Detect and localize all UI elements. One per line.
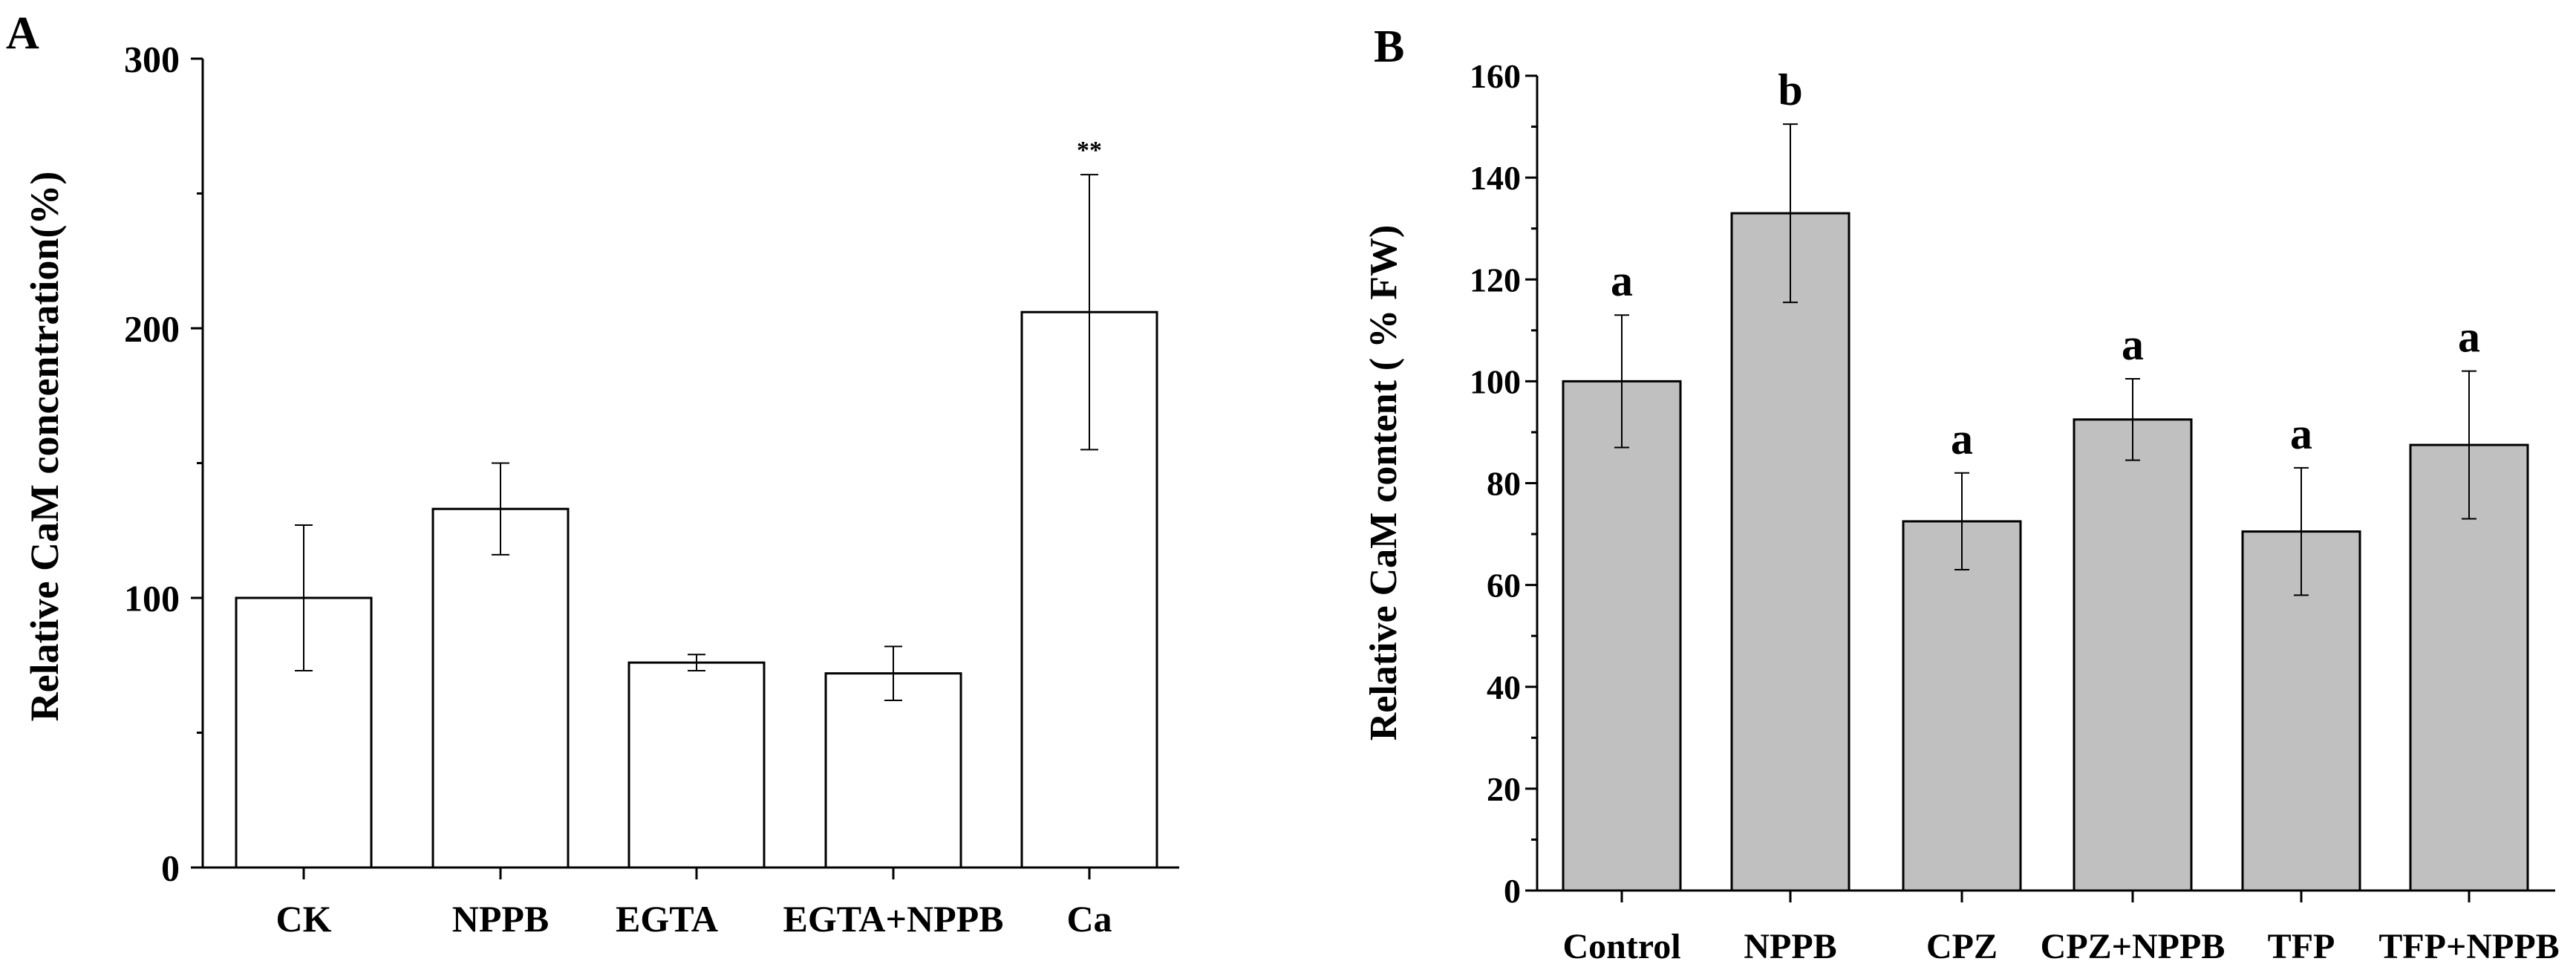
panel-a-y-tick-label-0: 0 — [161, 847, 180, 889]
panel-b-y-tick-label-100: 100 — [1470, 362, 1521, 400]
panel-a-x-tick-label-egta-nppb: EGTA+NPPB — [783, 898, 1003, 940]
panel-a-y-tick-label-200: 200 — [124, 308, 180, 350]
panel-b-annotation-tfp-nppb: a — [2458, 313, 2480, 362]
panel-b-bar-cpz — [1902, 520, 2022, 892]
panel-b-y-tick-label-80: 80 — [1487, 465, 1521, 503]
panel-b-label: B — [1374, 22, 1404, 72]
panel-a-bar-egta — [627, 661, 766, 869]
panel-b-axes — [1536, 76, 2555, 892]
panel-b-x-tick-label-nppb: NPPB — [1744, 927, 1836, 966]
panel-b-x-tick-label-control: Control — [1562, 927, 1680, 966]
panel-b-annotation-cpz-nppb: a — [2122, 320, 2144, 369]
panel-b-y-tick-label-120: 120 — [1470, 261, 1521, 299]
panel-a-error-bar-egta — [688, 654, 705, 672]
panel-b-y-tick-label-20: 20 — [1487, 770, 1521, 808]
panel-a-y-tick-label-300: 300 — [124, 39, 180, 80]
panel-a-y-axis-label: Relative CaM concentration(%) — [22, 172, 67, 722]
panel-a-error-bar-egta-nppb — [884, 645, 902, 701]
panel-a-y-tick-label-100: 100 — [124, 578, 180, 619]
panel-a-y-ticks: 0 100 200 300 — [124, 39, 203, 889]
panel-b-annotation-nppb: b — [1778, 65, 1802, 114]
panel-b-annotation-tfp: a — [2290, 409, 2312, 458]
panel-b-y-tick-label-40: 40 — [1487, 668, 1521, 706]
panel-b-x-tick-label-cpz: CPZ — [1926, 927, 1998, 966]
panel-b-error-bars — [1614, 123, 2476, 596]
panel-b-error-bar-nppb — [1783, 123, 1798, 304]
panel-a-x-tick-label-ca: Ca — [1066, 898, 1112, 940]
panel-b-error-bar-tfp — [2294, 466, 2309, 596]
panel-b-y-tick-label-0: 0 — [1504, 872, 1521, 910]
panel-b-x-tick-label-tfp: TFP — [2268, 927, 2335, 966]
panel-b-x-ticks: Control NPPB CPZ CPZ+NPPB TFP TFP+NPPB — [1562, 891, 2560, 966]
panel-b-error-bar-tfp-nppb — [2462, 370, 2476, 520]
panel-b-bar-nppb — [1730, 212, 1851, 892]
panel-a-error-bars — [295, 174, 1098, 701]
panel-a-error-bar-nppb — [492, 462, 509, 556]
panel-b-y-tick-label-140: 140 — [1470, 159, 1521, 197]
panel-b-annotations: a b a a a a — [1611, 65, 2480, 463]
panel-a-x-tick-label-nppb: NPPB — [452, 898, 550, 940]
panel-b-error-bar-cpz — [1954, 472, 1969, 571]
panel-a-error-bar-ck — [295, 524, 313, 672]
panel-b-x-tick-label-tfp-nppb: TFP+NPPB — [2378, 927, 2559, 966]
panel-b-error-bar-control — [1614, 314, 1629, 449]
panel-b-error-bar-cpz-nppb — [2125, 377, 2140, 461]
panel-a-bar-nppb — [431, 507, 570, 869]
panel-a-x-tick-label-egta: EGTA — [616, 898, 718, 940]
panel-b-bar-cpz-nppb — [2073, 418, 2193, 892]
panel-a-bars — [235, 310, 1158, 869]
panel-b: B Relative CaM content ( % FW) a b a a a a 0 2… — [1363, 22, 2560, 966]
panel-b-annotation-cpz: a — [1951, 414, 1973, 463]
panel-b-bars — [1562, 212, 2529, 892]
panel-a-annotations: ** — [1077, 137, 1102, 164]
panel-a-x-ticks: CK NPPB EGTA EGTA+NPPB Ca — [276, 868, 1112, 940]
panel-a-axes — [201, 59, 1179, 869]
panel-a-x-tick-label-ck: CK — [276, 898, 332, 940]
panel-b-x-tick-label-cpz-nppb: CPZ+NPPB — [2041, 927, 2226, 966]
panel-b-y-tick-label-160: 160 — [1470, 57, 1521, 95]
panel-b-annotation-control: a — [1611, 256, 1633, 305]
panel-b-y-tick-label-60: 60 — [1487, 567, 1521, 605]
panel-b-y-ticks: 0 20 40 60 80 100 120 140 160 — [1470, 57, 1537, 910]
panel-b-bar-control — [1562, 380, 1682, 892]
panel-a: A Relative CaM concentration(%) ** 0 100 2… — [6, 8, 1179, 940]
panel-a-annotation-ca: ** — [1077, 137, 1102, 164]
panel-a-label: A — [6, 8, 39, 59]
panel-a-bar-egta-nppb — [824, 672, 962, 869]
panel-b-y-axis-label: Relative CaM content ( % FW) — [1363, 225, 1405, 741]
panel-a-error-bar-ca — [1080, 174, 1098, 451]
